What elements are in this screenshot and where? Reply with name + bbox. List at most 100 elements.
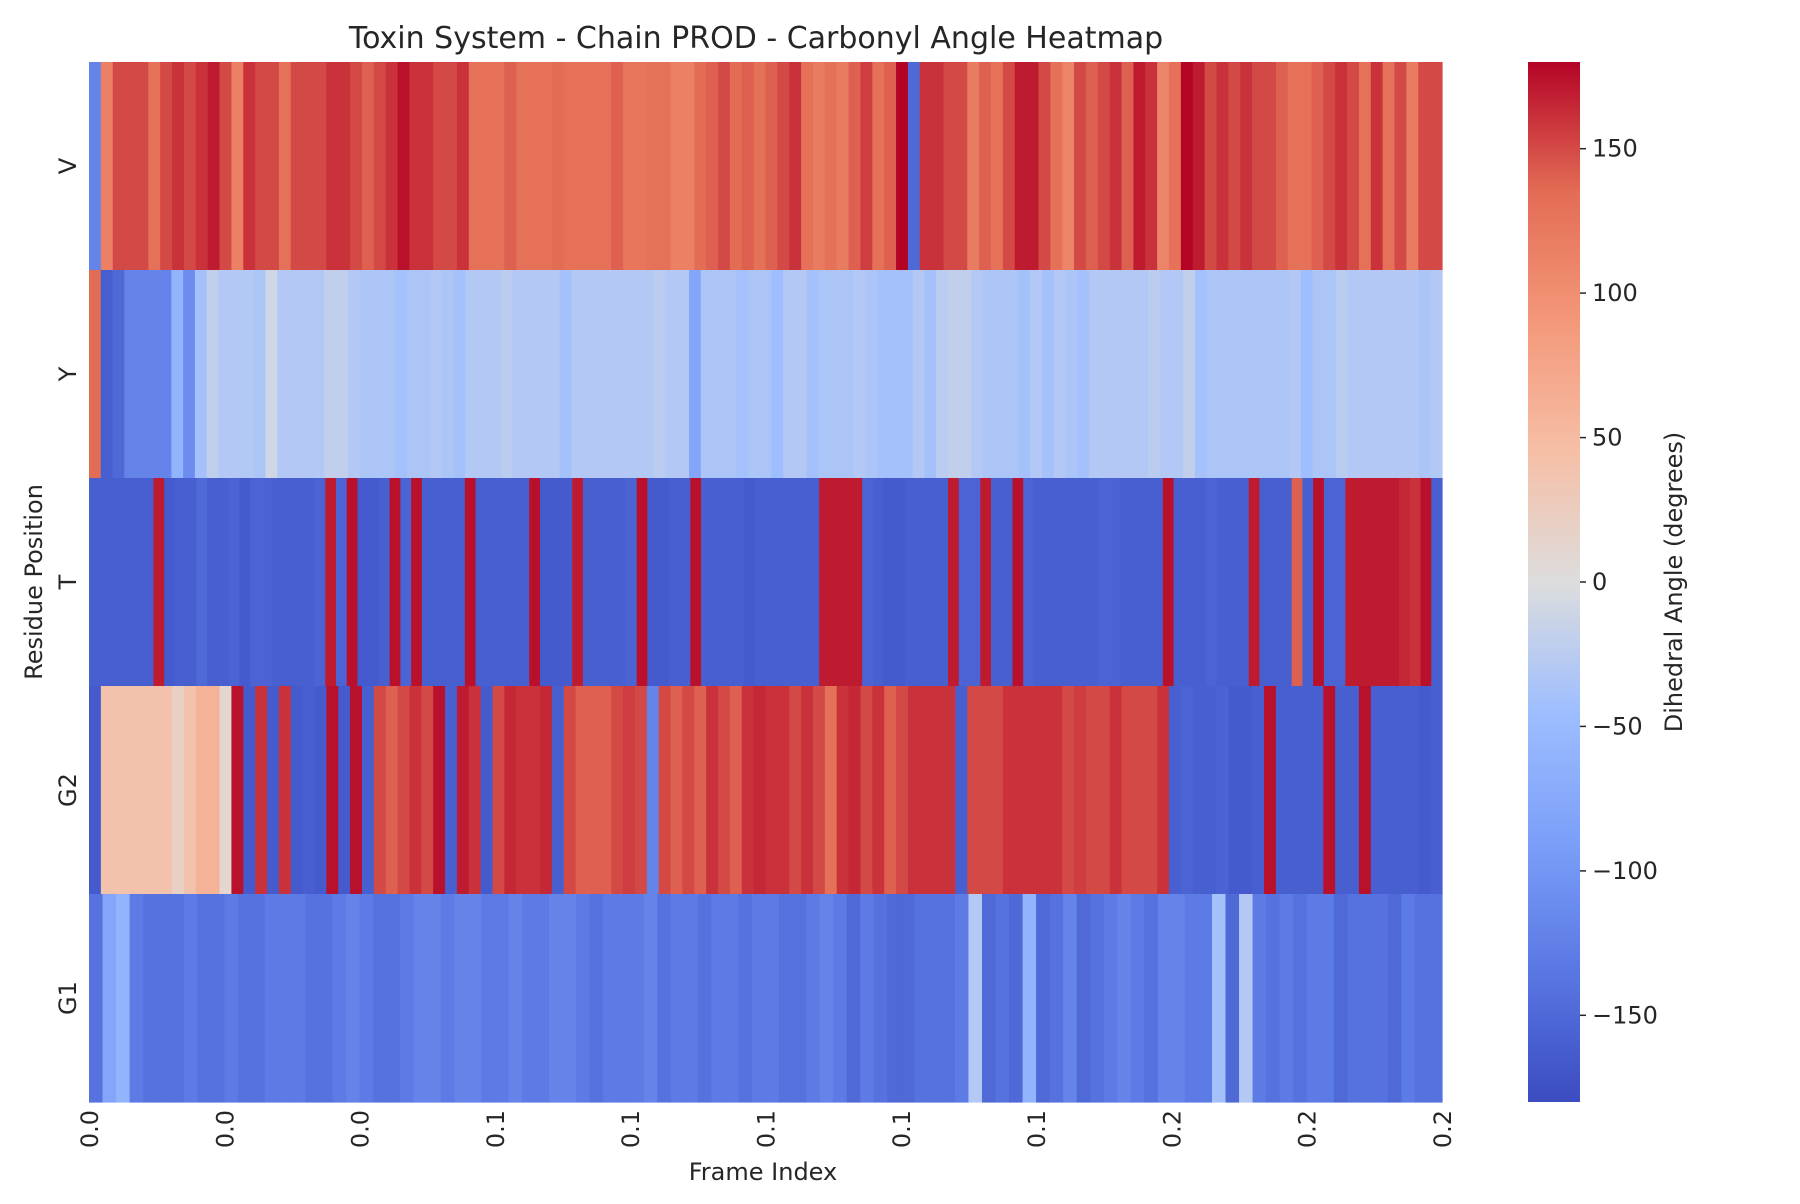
- heatmap-cell-g2-41: [575, 686, 589, 895]
- heatmap-cell-v-54: [729, 62, 743, 271]
- heatmap-cell-y-51: [689, 270, 702, 479]
- heatmap-cell-g1-17: [319, 894, 334, 1103]
- heatmap-cell-g2-6: [160, 686, 173, 895]
- heatmap-cell-t-65: [786, 478, 799, 687]
- heatmap-cell-y-89: [1136, 270, 1149, 479]
- heatmap-cell-v-75: [979, 62, 992, 271]
- heatmap-cell-g1-35: [562, 894, 577, 1103]
- heatmap-cell-y-105: [1324, 270, 1337, 479]
- heatmap-cell-v-8: [183, 62, 197, 271]
- heatmap-cell-t-53: [658, 478, 670, 687]
- chart-title: Toxin System - Chain PROD - Carbonyl Ang…: [348, 21, 1163, 56]
- heatmap-cell-v-56: [753, 62, 767, 271]
- heatmap-cell-g1-61: [914, 894, 929, 1103]
- heatmap-cell-y-84: [1077, 270, 1090, 479]
- heatmap-cell-t-66: [797, 478, 810, 687]
- heatmap-cell-g2-90: [1157, 686, 1170, 895]
- heatmap-cell-g1-74: [1090, 894, 1105, 1103]
- heatmap-cell-y-35: [500, 270, 514, 479]
- heatmap-cell-t-84: [991, 478, 1003, 687]
- heatmap-cell-v-36: [516, 62, 529, 271]
- heatmap-cell-t-2: [110, 478, 122, 687]
- heatmap-cell-t-18: [282, 478, 294, 687]
- heatmap-cell-y-40: [559, 270, 572, 479]
- heatmap-cell-y-46: [630, 270, 643, 479]
- heatmap-cell-y-55: [736, 270, 749, 479]
- heatmap-cell-g2-111: [1406, 686, 1419, 895]
- heatmap-cell-g2-48: [658, 686, 672, 895]
- heatmap-cell-t-59: [722, 478, 734, 687]
- heatmap-cell-g2-92: [1180, 686, 1194, 895]
- heatmap-cell-g2-110: [1394, 686, 1407, 895]
- heatmap-cell-g2-57: [765, 686, 778, 895]
- heatmap-cell-y-81: [1041, 270, 1055, 479]
- heatmap-cell-g2-20: [326, 686, 339, 895]
- heatmap-cell-v-94: [1204, 62, 1218, 271]
- heatmap-cell-y-1: [100, 270, 114, 479]
- heatmap-cell-g2-33: [480, 686, 494, 895]
- heatmap-cell-y-98: [1241, 270, 1255, 479]
- heatmap-cell-g1-94: [1360, 894, 1375, 1103]
- heatmap-cell-y-28: [418, 270, 431, 479]
- heatmap-cell-g2-34: [492, 686, 505, 895]
- heatmap-cell-t-92: [1076, 478, 1089, 687]
- heatmap-cell-g1-64: [954, 894, 970, 1103]
- heatmap-cell-v-93: [1192, 62, 1206, 271]
- heatmap-cell-y-102: [1289, 270, 1302, 479]
- heatmap-cell-g2-67: [884, 686, 897, 895]
- heatmap-cell-y-15: [265, 270, 278, 479]
- heatmap-cell-v-34: [492, 62, 505, 271]
- heatmap-cell-y-5: [147, 270, 161, 479]
- heatmap-cell-g1-59: [887, 894, 902, 1103]
- heatmap-cell-y-12: [230, 270, 243, 479]
- heatmap-cell-g1-7: [183, 894, 198, 1103]
- heatmap-cell-g2-63: [836, 686, 850, 895]
- heatmap-cell-y-64: [841, 270, 855, 479]
- heatmap-cell-g1-86: [1252, 894, 1267, 1103]
- colorbar: [1528, 62, 1580, 1102]
- heatmap-cell-y-92: [1171, 270, 1184, 479]
- heatmap-cell-t-58: [711, 478, 724, 687]
- heatmap-cell-t-85: [1001, 478, 1014, 687]
- heatmap-cell-y-32: [465, 270, 478, 479]
- heatmap-cell-t-88: [1033, 478, 1046, 687]
- heatmap-cell-t-125: [1431, 478, 1443, 687]
- heatmap-cell-y-114: [1430, 270, 1443, 479]
- heatmap-cell-g2-108: [1370, 686, 1384, 895]
- heatmap-cell-g2-76: [991, 686, 1004, 895]
- heatmap-cell-g2-55: [741, 686, 755, 895]
- heatmap-cell-g2-91: [1169, 686, 1182, 895]
- x-tick-label-9: 0.2: [1294, 1110, 1322, 1148]
- heatmap-cell-t-54: [668, 478, 681, 687]
- heatmap-cell-g2-72: [943, 686, 956, 895]
- heatmap-cell-g2-47: [646, 686, 660, 895]
- heatmap-cell-y-77: [994, 270, 1008, 479]
- heatmap-cell-t-69: [829, 478, 842, 687]
- heatmap-cell-g2-1: [100, 686, 114, 895]
- heatmap-cell-v-47: [646, 62, 660, 271]
- heatmap-cell-g2-66: [872, 686, 885, 895]
- heatmap-cell-g1-43: [670, 894, 685, 1103]
- heatmap-cell-g2-69: [907, 686, 921, 895]
- heatmap-cell-t-46: [582, 478, 595, 687]
- heatmap-cell-g2-102: [1299, 686, 1313, 895]
- heatmap-cell-y-16: [277, 270, 290, 479]
- heatmap-cell-g2-31: [456, 686, 470, 895]
- heatmap-cell-g1-88: [1279, 894, 1294, 1103]
- heatmap-cell-y-30: [441, 270, 455, 479]
- heatmap-cell-g2-7: [172, 686, 185, 895]
- heatmap-cell-v-65: [860, 62, 873, 271]
- heatmap-cell-y-38: [536, 270, 549, 479]
- heatmap-cell-v-17: [290, 62, 304, 271]
- heatmap-cell-g2-43: [599, 686, 612, 895]
- heatmap-cell-g2-8: [183, 686, 197, 895]
- heatmap-cell-v-51: [694, 62, 707, 271]
- heatmap-cell-t-6: [153, 478, 165, 687]
- heatmap-cell-g1-41: [643, 894, 658, 1103]
- heatmap-cell-g2-70: [919, 686, 933, 895]
- heatmap-cell-g2-71: [931, 686, 945, 895]
- heatmap-cell-y-106: [1336, 270, 1349, 479]
- heatmap-cell-t-114: [1313, 478, 1325, 687]
- heatmap-cell-v-76: [991, 62, 1004, 271]
